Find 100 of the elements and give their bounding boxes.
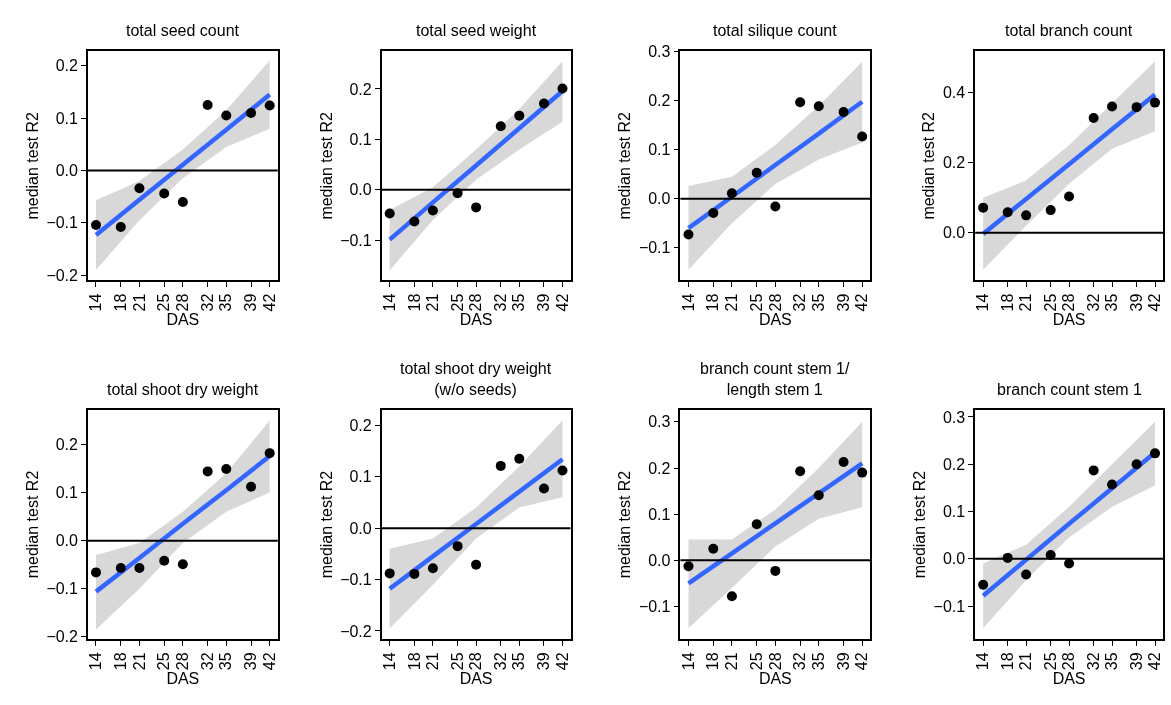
y-tick-label: −0.2 xyxy=(46,266,79,284)
point xyxy=(384,568,395,579)
point xyxy=(409,568,420,579)
point xyxy=(246,107,257,118)
point xyxy=(134,563,145,574)
x-tick-label: 35 xyxy=(510,652,528,671)
y-tick-label: −0.1 xyxy=(46,214,79,232)
x-tick-label: 18 xyxy=(998,652,1016,671)
x-tick-label: 39 xyxy=(242,652,260,671)
chart-title: total silique count xyxy=(713,22,838,39)
x-tick-label: 42 xyxy=(1146,652,1164,671)
x-tick-label: 21 xyxy=(130,652,148,671)
y-tick-label: 0.0 xyxy=(55,162,79,180)
point xyxy=(557,465,568,476)
point xyxy=(1088,465,1099,476)
x-tick-label: 21 xyxy=(723,293,741,312)
x-tick-label: 32 xyxy=(198,652,216,671)
x-tick-label: 28 xyxy=(766,293,784,312)
x-tick-label: 39 xyxy=(1127,293,1145,312)
y-tick-label: 0.2 xyxy=(942,455,966,473)
point xyxy=(1107,101,1118,112)
point xyxy=(452,541,463,552)
y-tick-label: 0.1 xyxy=(648,505,671,523)
line-series xyxy=(387,456,565,592)
chart-title: total shoot dry weight (w/o seeds) xyxy=(400,360,552,398)
y-tick-label: 0.1 xyxy=(349,130,372,148)
point xyxy=(115,222,126,233)
x-tick-label: 28 xyxy=(174,652,192,671)
point xyxy=(813,101,824,112)
y-axis-title: median test R2 xyxy=(317,111,335,220)
y-tick-label: 0.1 xyxy=(942,503,966,521)
x-tick-label: 21 xyxy=(424,652,442,671)
point xyxy=(838,457,849,467)
x-tick-label: 42 xyxy=(1146,293,1164,312)
y-axis-title: median test R2 xyxy=(920,111,938,220)
y-tick-label: −0.1 xyxy=(638,239,671,257)
x-tick-label: 42 xyxy=(853,293,871,312)
x-tick-label: 21 xyxy=(130,293,148,312)
x-tick-label: 25 xyxy=(155,652,173,671)
line-series xyxy=(686,461,865,586)
y-axis-title: median test R2 xyxy=(616,470,634,579)
point xyxy=(683,561,694,572)
point xyxy=(857,131,868,142)
point xyxy=(813,490,824,501)
point xyxy=(91,567,101,578)
y-axis-title: median test R2 xyxy=(317,470,335,579)
y-axis-title: median test R2 xyxy=(23,470,41,579)
x-tick-label: 42 xyxy=(853,652,871,671)
point xyxy=(221,110,232,121)
y-tick-label: 0.2 xyxy=(648,92,671,110)
point xyxy=(159,555,170,566)
x-tick-label: 39 xyxy=(834,652,852,671)
x-tick-label: 28 xyxy=(467,293,485,312)
point xyxy=(1021,569,1032,580)
x-tick-label: 18 xyxy=(704,293,722,312)
point xyxy=(1045,205,1056,216)
x-tick-label: 39 xyxy=(242,293,260,312)
x-tick-label: 25 xyxy=(155,293,173,312)
point xyxy=(202,466,213,477)
y-tick-label: 0.2 xyxy=(55,436,79,454)
point xyxy=(1021,210,1032,221)
line-series xyxy=(93,92,272,238)
y-tick-label: −0.1 xyxy=(340,231,372,249)
y-tick-label: 0.0 xyxy=(648,190,671,208)
chart-title: branch count stem 1/ length stem 1 xyxy=(700,360,850,398)
y-tick-label: −0.2 xyxy=(340,622,372,640)
point xyxy=(857,467,868,478)
x-tick-label: 18 xyxy=(112,652,130,671)
point xyxy=(538,483,549,494)
x-tick-label: 39 xyxy=(535,293,553,312)
point xyxy=(978,202,989,213)
y-tick-label: 0.2 xyxy=(349,80,372,98)
x-tick-label: 35 xyxy=(1103,293,1121,312)
x-tick-label: 21 xyxy=(1017,652,1035,671)
point xyxy=(264,100,275,111)
point xyxy=(159,188,170,199)
x-tick-label: 21 xyxy=(723,652,741,671)
x-tick-label: 18 xyxy=(405,652,423,671)
y-tick-label: 0.3 xyxy=(648,413,671,431)
x-tick-label: 32 xyxy=(198,293,216,312)
x-tick-label: 39 xyxy=(834,293,852,312)
point xyxy=(264,448,275,459)
y-tick-label: −0.1 xyxy=(638,598,671,616)
y-tick-label: 0.0 xyxy=(349,519,372,537)
y-tick-label: −0.1 xyxy=(46,580,79,598)
y-tick-label: 0.0 xyxy=(648,551,671,569)
x-tick-label: 14 xyxy=(679,652,697,671)
x-tick-label: 32 xyxy=(791,652,809,671)
y-tick-label: −0.1 xyxy=(933,597,966,615)
point xyxy=(471,559,482,570)
x-axis-title: DAS xyxy=(166,311,200,329)
x-tick-label: 25 xyxy=(747,293,765,312)
point xyxy=(221,464,232,474)
point xyxy=(683,229,694,240)
x-tick-label: 25 xyxy=(1041,293,1059,312)
y-tick-label: 0.3 xyxy=(648,43,671,61)
x-tick-label: 35 xyxy=(217,293,235,312)
x-tick-label: 25 xyxy=(1041,652,1059,671)
point xyxy=(1131,459,1142,470)
y-tick-label: 0.1 xyxy=(55,109,79,127)
